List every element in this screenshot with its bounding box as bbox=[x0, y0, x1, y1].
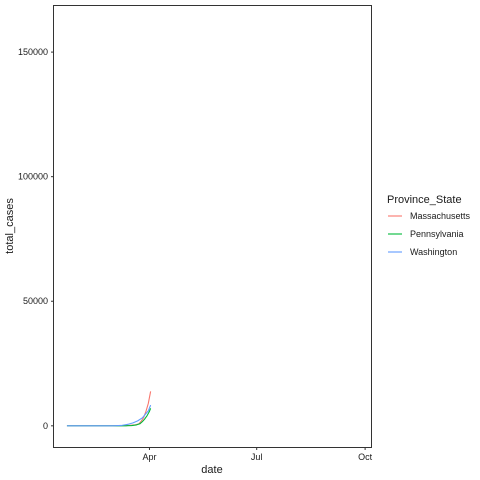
legend: Province_State Massachusetts Pennsylvania… bbox=[387, 194, 471, 257]
legend-title: Province_State bbox=[387, 194, 462, 206]
x-tick-label: Jul bbox=[251, 452, 263, 462]
y-tick-label: 100000 bbox=[18, 172, 48, 182]
y-axis: 0 50000 100000 150000 bbox=[18, 47, 54, 431]
legend-label: Massachusetts bbox=[410, 211, 471, 221]
y-tick-label: 150000 bbox=[18, 47, 48, 57]
y-tick-label: 0 bbox=[43, 421, 48, 431]
legend-items: Massachusetts Pennsylvania Washington bbox=[388, 211, 471, 257]
y-axis-title: total_cases bbox=[4, 198, 16, 254]
x-tick-label: Oct bbox=[358, 452, 373, 462]
y-tick-label: 50000 bbox=[23, 296, 48, 306]
x-axis: Apr Jul Oct bbox=[142, 447, 373, 462]
x-tick-label: Apr bbox=[142, 452, 156, 462]
series-lines bbox=[66, 391, 152, 427]
legend-label: Washington bbox=[410, 247, 457, 257]
x-axis-title: date bbox=[201, 464, 222, 476]
plot-panel bbox=[53, 5, 372, 448]
legend-label: Pennsylvania bbox=[410, 229, 464, 239]
series-line-pennsylvania bbox=[66, 408, 152, 427]
series-line-washington bbox=[66, 404, 152, 427]
